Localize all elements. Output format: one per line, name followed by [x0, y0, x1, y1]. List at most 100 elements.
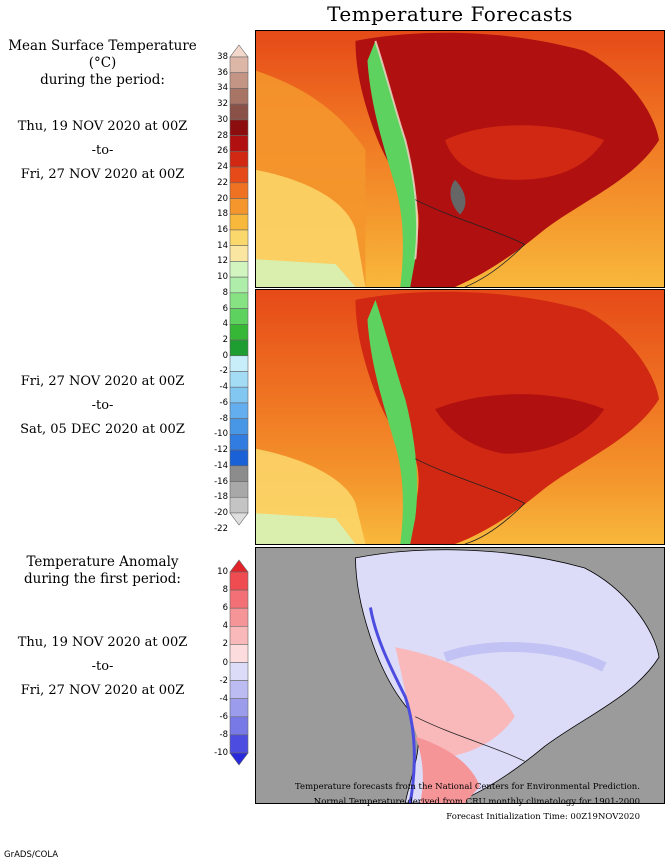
colorbar-tick-label: 20	[217, 193, 228, 204]
colorbar-box	[229, 103, 249, 121]
colorbar-box	[229, 88, 249, 105]
colorbar-tick-label: -22	[214, 523, 228, 534]
period1-block: Thu, 19 NOV 2020 at 00Z -to- Fri, 27 NOV…	[0, 118, 205, 183]
warm-anomaly-south	[415, 736, 480, 803]
colorbar-tick-label: 8	[222, 287, 228, 298]
anom-colorbar-graphic	[229, 559, 249, 766]
colorbar-box	[229, 481, 249, 498]
country-border-line	[415, 716, 525, 762]
andes-cool-strip	[367, 40, 418, 287]
colorbar-tick-label: 14	[217, 240, 228, 251]
credit-label: GrADS/COLA	[4, 850, 59, 860]
period2-block: Fri, 27 NOV 2020 at 00Z -to- Sat, 05 DEC…	[0, 373, 205, 438]
period3-separator: -to-	[91, 659, 114, 674]
colorbar-box	[229, 571, 249, 591]
colorbar-tick-label: 16	[217, 224, 228, 235]
colorbar-bottom-cap	[229, 752, 249, 766]
period1-start: Thu, 19 NOV 2020 at 00Z	[17, 119, 188, 134]
anomaly-heading-line1: Temperature Anomaly	[26, 554, 179, 570]
colorbar-tick-label: 24	[217, 162, 228, 173]
amazon-cool-anomaly	[443, 642, 607, 672]
colorbar-tick-label: -16	[214, 476, 228, 487]
colorbar-box	[229, 734, 249, 754]
colorbar-box	[229, 261, 249, 278]
colorbar-tick-label: -10	[214, 429, 228, 440]
colorbar-top-cap	[229, 44, 249, 58]
colorbar-box	[229, 339, 249, 357]
mean-temp-heading-line2: during the period:	[40, 72, 165, 88]
footer-line-3: Forecast Initialization Time: 00Z19NOV20…	[446, 812, 640, 822]
anomaly-heading: Temperature Anomaly during the first per…	[0, 554, 205, 588]
colorbar-box	[229, 182, 249, 199]
colorbar-tick-label: 38	[217, 52, 228, 62]
colorbar-box	[229, 402, 249, 419]
colorbar-tick-label: -4	[219, 382, 228, 393]
anomaly-map	[256, 548, 664, 803]
colorbar-box	[229, 308, 249, 325]
colorbar-box	[229, 680, 249, 699]
colorbar-tick-label: 30	[217, 114, 228, 125]
period3-start: Thu, 19 NOV 2020 at 00Z	[17, 635, 188, 650]
colorbar-box	[229, 56, 249, 74]
footer-line-2: Normal Temperature derived from CRU mont…	[313, 797, 640, 807]
colorbar-box	[229, 386, 249, 404]
colorbar-tick-label: 12	[217, 256, 228, 267]
colorbar-box	[229, 355, 249, 372]
colorbar-box	[229, 626, 249, 645]
colorbar-tick-label: -18	[214, 492, 228, 503]
colorbar-tick-label: 4	[222, 621, 228, 632]
period2-end: Sat, 05 DEC 2020 at 00Z	[20, 422, 185, 437]
colorbar-tick-label: 6	[222, 303, 228, 314]
colorbar-box	[229, 371, 249, 388]
colorbar-tick-label: -20	[214, 508, 228, 518]
colorbar-box	[229, 119, 249, 136]
mean-temp-heading: Mean Surface Temperature (°C) during the…	[0, 38, 205, 89]
colorbar-box	[229, 644, 249, 663]
colorbar-box	[229, 135, 249, 152]
temp-colorbar-graphic	[229, 44, 249, 526]
period1-separator: -to-	[91, 143, 114, 158]
colorbar-box	[229, 151, 249, 168]
colorbar-box	[229, 198, 249, 215]
pacific-cooler-zone	[256, 169, 366, 287]
footer-line-1: Temperature forecasts from the National …	[295, 782, 640, 792]
colorbar-tick-label: 4	[222, 319, 228, 330]
colorbar-tick-label: -8	[219, 729, 228, 740]
map-panel-week1	[255, 30, 665, 288]
andes-ridge	[374, 40, 419, 260]
colorbar-tick-label: 0	[222, 350, 228, 361]
colorbar-tick-label: 8	[222, 585, 228, 596]
colorbar-tick-label: 2	[222, 639, 228, 650]
pacific-cold-zone	[256, 259, 356, 287]
map-panel-anomaly	[255, 547, 665, 804]
colorbar-box	[229, 229, 249, 246]
temp-colorbar	[229, 44, 249, 526]
colorbar-tick-label: 36	[217, 67, 228, 78]
colorbar-box	[229, 449, 249, 467]
colorbar-tick-label: 10	[217, 567, 228, 577]
colorbar-tick-label: -2	[219, 675, 228, 686]
colorbar-box	[229, 245, 249, 262]
colorbar-tick-label: 0	[222, 657, 228, 668]
colorbar-box	[229, 465, 249, 482]
colorbar-tick-label: 34	[217, 83, 228, 94]
warm-anomaly-zone	[395, 647, 515, 758]
mean-temp-heading-line1: Mean Surface Temperature (°C)	[8, 38, 197, 71]
colorbar-box	[229, 698, 249, 718]
colorbar-tick-label: -2	[219, 366, 228, 377]
anomaly-heading-line2: during the first period:	[24, 571, 181, 587]
colorbar-box	[229, 716, 249, 736]
colorbar-box	[229, 434, 249, 451]
andes-cool-strip	[367, 299, 418, 544]
colorbar-box	[229, 72, 249, 89]
period3-end: Fri, 27 NOV 2020 at 00Z	[20, 683, 185, 698]
colorbar-tick-label: 18	[217, 209, 228, 220]
period3-block: Thu, 19 NOV 2020 at 00Z -to- Fri, 27 NOV…	[0, 634, 205, 699]
colorbar-tick-label: -14	[214, 460, 228, 471]
anom-colorbar	[229, 559, 249, 766]
colorbar-tick-label: 28	[217, 130, 228, 141]
colorbar-tick-label: -6	[219, 397, 228, 408]
pacific-cold-zone	[256, 513, 356, 544]
colorbar-tick-label: -4	[219, 693, 228, 704]
colorbar-tick-label: -6	[219, 711, 228, 722]
